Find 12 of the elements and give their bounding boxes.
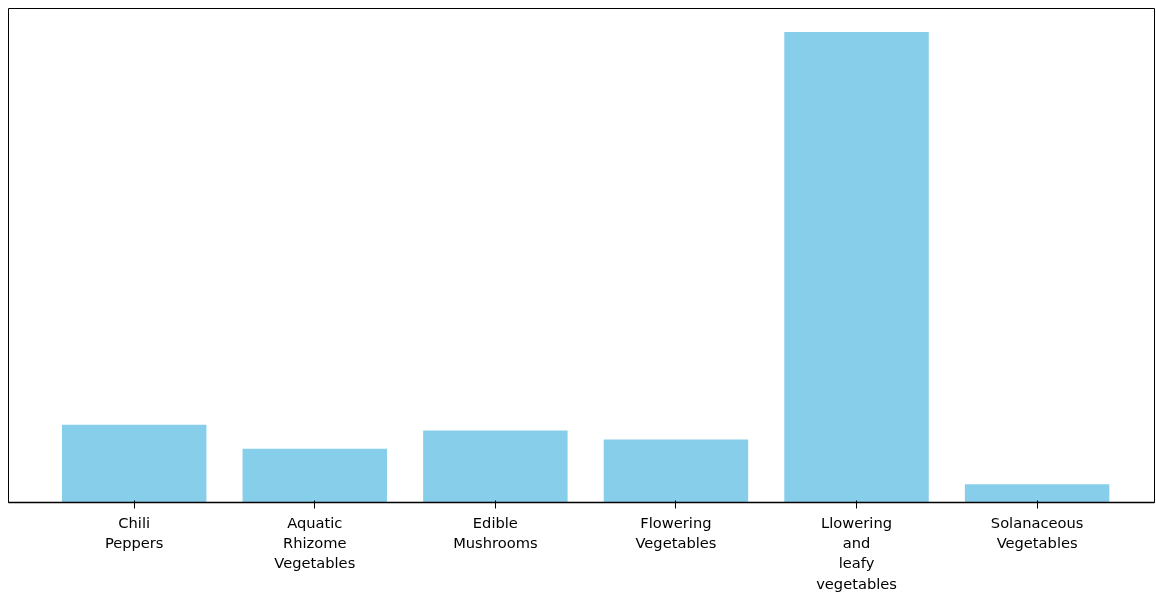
x-tick-label: Aquatic Rhizome Vegetables: [274, 513, 356, 572]
bar: [242, 448, 388, 503]
bar: [61, 424, 207, 503]
x-tick-label: Llowering and leafy vegetables: [816, 513, 897, 592]
bar: [423, 430, 568, 503]
x-tick-label: Solanaceous Vegetables: [990, 513, 1084, 551]
bar: [784, 32, 929, 503]
bar: [603, 439, 749, 503]
x-tick-label: Chili Peppers: [104, 513, 164, 551]
bar: [964, 484, 1110, 503]
x-tick-label: Edible Mushrooms: [453, 513, 538, 551]
x-tick-label: Flowering Vegetables: [635, 513, 717, 551]
